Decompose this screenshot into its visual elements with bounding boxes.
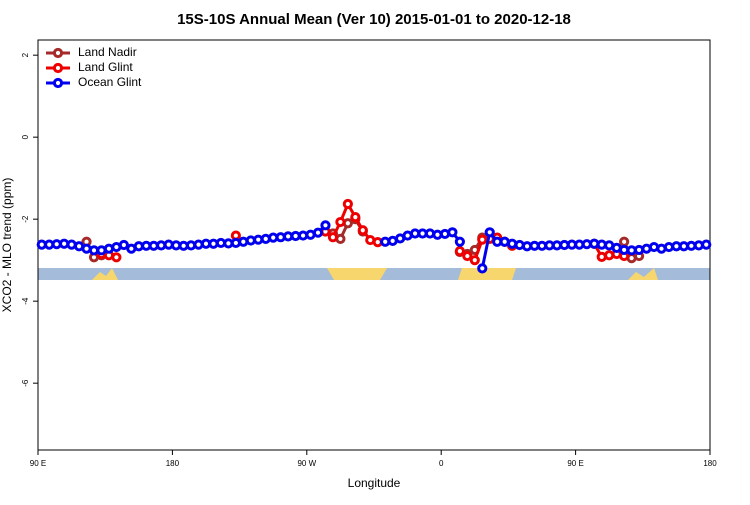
legend-marker	[52, 47, 64, 59]
chart-title: 15S-10S Annual Mean (Ver 10) 2015-01-01 …	[177, 11, 571, 28]
legend-label: Land Nadir	[78, 45, 137, 59]
data-point	[454, 246, 465, 257]
land-strip	[628, 268, 658, 280]
y-tick-label: 0	[21, 134, 30, 139]
data-point	[484, 227, 495, 238]
data-point	[335, 216, 346, 228]
land-strip	[92, 268, 118, 280]
legend-marker	[52, 62, 64, 74]
data-point	[701, 239, 712, 250]
x-tick-label: 180	[703, 459, 717, 468]
data-point	[357, 225, 368, 236]
data-point	[327, 232, 339, 243]
x-tick-label: 90 E	[567, 459, 583, 468]
data-point	[462, 250, 473, 262]
x-tick-label: 90 W	[297, 459, 316, 468]
y-axis-label: XCO2 - MLO trend (ppm)	[0, 178, 14, 313]
y-tick-label: -4	[21, 297, 30, 305]
x-tick-label: 90 E	[30, 459, 46, 468]
y-tick-label: 2	[21, 52, 30, 57]
data-point	[118, 239, 129, 251]
data-point	[477, 263, 488, 274]
series-line	[85, 217, 640, 260]
data-point	[320, 220, 331, 231]
x-tick-label: 0	[439, 459, 444, 468]
legend-marker	[52, 77, 64, 89]
data-point	[342, 198, 353, 210]
data-point	[454, 236, 465, 247]
map-strip	[38, 268, 710, 280]
legend-label: Land Glint	[78, 60, 133, 74]
data-point	[447, 227, 458, 238]
y-tick-label: -6	[21, 379, 30, 387]
data-point	[350, 212, 361, 223]
land-strip	[458, 268, 516, 280]
data-point	[619, 236, 630, 247]
legend-label: Ocean Glint	[78, 75, 142, 89]
land-strip	[327, 268, 387, 280]
data-point	[312, 227, 324, 238]
x-axis-label: Longitude	[348, 476, 401, 490]
data-point	[111, 252, 122, 263]
x-tick-label: 180	[166, 459, 180, 468]
y-tick-label: -2	[21, 215, 30, 223]
data-point	[469, 255, 480, 266]
